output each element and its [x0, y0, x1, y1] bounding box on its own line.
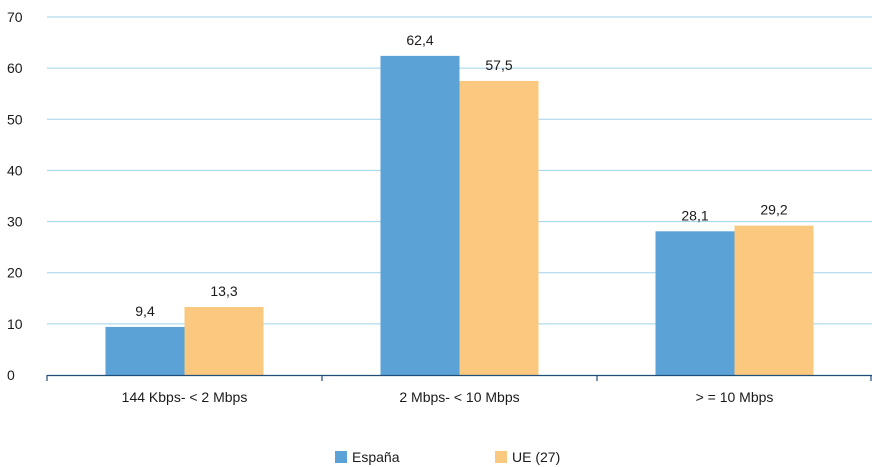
- x-category-label: 144 Kbps- < 2 Mbps: [122, 389, 248, 405]
- y-tick-label: 20: [7, 265, 23, 281]
- y-tick-label: 40: [7, 162, 23, 178]
- bar-espana-2: [655, 231, 735, 375]
- legend-label-espana: España: [352, 449, 400, 465]
- y-tick-label: 60: [7, 60, 23, 76]
- y-axis-ticks: 0 10 20 30 40 50 60 70: [7, 9, 23, 383]
- bar-ue27-0: [184, 306, 264, 375]
- data-label: 62,4: [406, 32, 433, 48]
- bar-ue27-1: [459, 80, 539, 375]
- data-label: 28,1: [681, 207, 708, 223]
- category-labels: 144 Kbps- < 2 Mbps 2 Mbps- < 10 Mbps > = 1…: [122, 389, 774, 405]
- data-label: 9,4: [135, 303, 155, 319]
- bar-espana-1: [380, 55, 460, 376]
- bar-espana-0: [105, 326, 185, 375]
- bar-ue27-2: [734, 225, 814, 375]
- legend-label-ue27: UE (27): [512, 449, 560, 465]
- y-tick-label: 30: [7, 214, 23, 230]
- y-tick-label: 0: [7, 367, 15, 383]
- legend: España UE (27): [335, 449, 560, 465]
- data-label: 29,2: [760, 202, 787, 218]
- x-category-label: 2 Mbps- < 10 Mbps: [399, 389, 519, 405]
- legend-swatch-espana: [335, 451, 347, 463]
- y-tick-label: 70: [7, 9, 23, 25]
- x-category-label: > = 10 Mbps: [696, 389, 774, 405]
- y-tick-label: 10: [7, 316, 23, 332]
- x-axis: [46, 374, 872, 381]
- y-tick-label: 50: [7, 111, 23, 127]
- bars: [105, 55, 814, 376]
- data-label: 57,5: [485, 57, 512, 73]
- data-label: 13,3: [210, 283, 237, 299]
- legend-swatch-ue27: [495, 451, 507, 463]
- data-labels: 9,4 13,3 62,4 57,5 28,1 29,2: [135, 32, 788, 319]
